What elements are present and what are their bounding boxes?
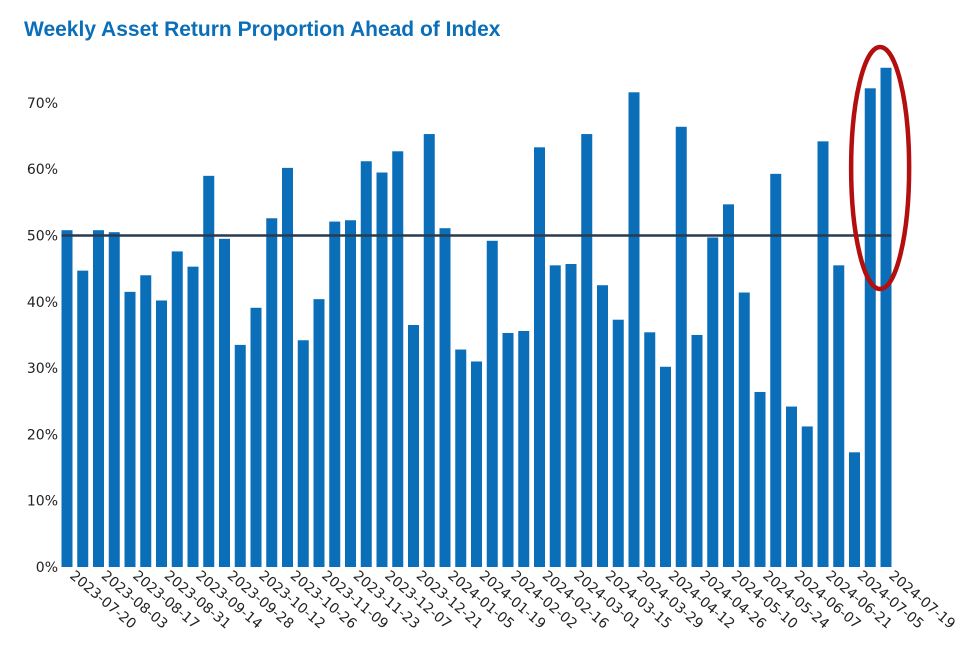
bar xyxy=(345,220,356,567)
bar xyxy=(392,151,404,567)
bar xyxy=(187,266,199,567)
bar xyxy=(408,325,419,567)
bar xyxy=(108,232,120,567)
bar xyxy=(565,264,577,567)
bar xyxy=(156,300,167,567)
y-tick-label: 60% xyxy=(27,162,58,178)
highlight-ellipse xyxy=(848,44,912,292)
y-tick-label: 40% xyxy=(27,295,58,311)
bar xyxy=(644,332,656,567)
bar xyxy=(880,67,892,568)
bar xyxy=(675,126,687,567)
bar xyxy=(864,88,876,568)
bar xyxy=(691,334,703,567)
bar xyxy=(660,366,671,567)
bar xyxy=(833,265,845,567)
bar xyxy=(313,299,325,567)
bar xyxy=(817,141,829,567)
bar xyxy=(171,251,183,568)
bar xyxy=(234,344,246,567)
annotation-group xyxy=(848,44,912,292)
bar-series xyxy=(61,67,892,568)
bar xyxy=(93,230,104,568)
bar xyxy=(597,285,608,567)
y-tick-label: 10% xyxy=(27,494,58,510)
bar xyxy=(518,330,530,567)
y-tick-label: 50% xyxy=(27,229,58,245)
bar xyxy=(439,228,451,567)
chart-title: Weekly Asset Return Proportion Ahead of … xyxy=(24,18,501,41)
bar xyxy=(502,332,514,567)
y-tick-label: 30% xyxy=(27,361,58,377)
x-axis: 2023-07-202023-08-032023-08-172023-08-31… xyxy=(66,568,958,633)
bar xyxy=(329,221,341,567)
y-axis: 0% 10% 20% 30% 40% 50% 60% 70% xyxy=(27,96,58,576)
bar xyxy=(534,147,545,568)
y-tick-label: 20% xyxy=(27,427,58,443)
bar xyxy=(77,270,89,567)
bar xyxy=(203,175,215,567)
bar xyxy=(849,452,860,567)
bar xyxy=(140,275,152,567)
bar xyxy=(297,340,309,567)
bar xyxy=(471,361,482,567)
bar xyxy=(581,134,593,567)
bar xyxy=(770,173,782,567)
bar xyxy=(250,307,262,567)
bar xyxy=(423,134,435,567)
bar xyxy=(786,406,797,567)
bar xyxy=(628,92,640,568)
bar xyxy=(282,167,293,567)
bar xyxy=(266,218,278,567)
bar xyxy=(376,172,388,567)
bar xyxy=(738,292,750,567)
bar xyxy=(61,230,73,568)
bar xyxy=(707,237,719,567)
bar xyxy=(801,426,813,567)
bar xyxy=(754,391,766,567)
bar xyxy=(360,161,372,567)
bar xyxy=(219,238,230,567)
y-tick-label: 70% xyxy=(27,96,58,112)
bar xyxy=(124,291,136,567)
bar xyxy=(612,319,624,567)
bar xyxy=(549,265,561,567)
y-tick-label: 0% xyxy=(36,560,58,576)
bar xyxy=(455,349,467,567)
bar xyxy=(486,240,498,567)
bar xyxy=(723,204,734,568)
